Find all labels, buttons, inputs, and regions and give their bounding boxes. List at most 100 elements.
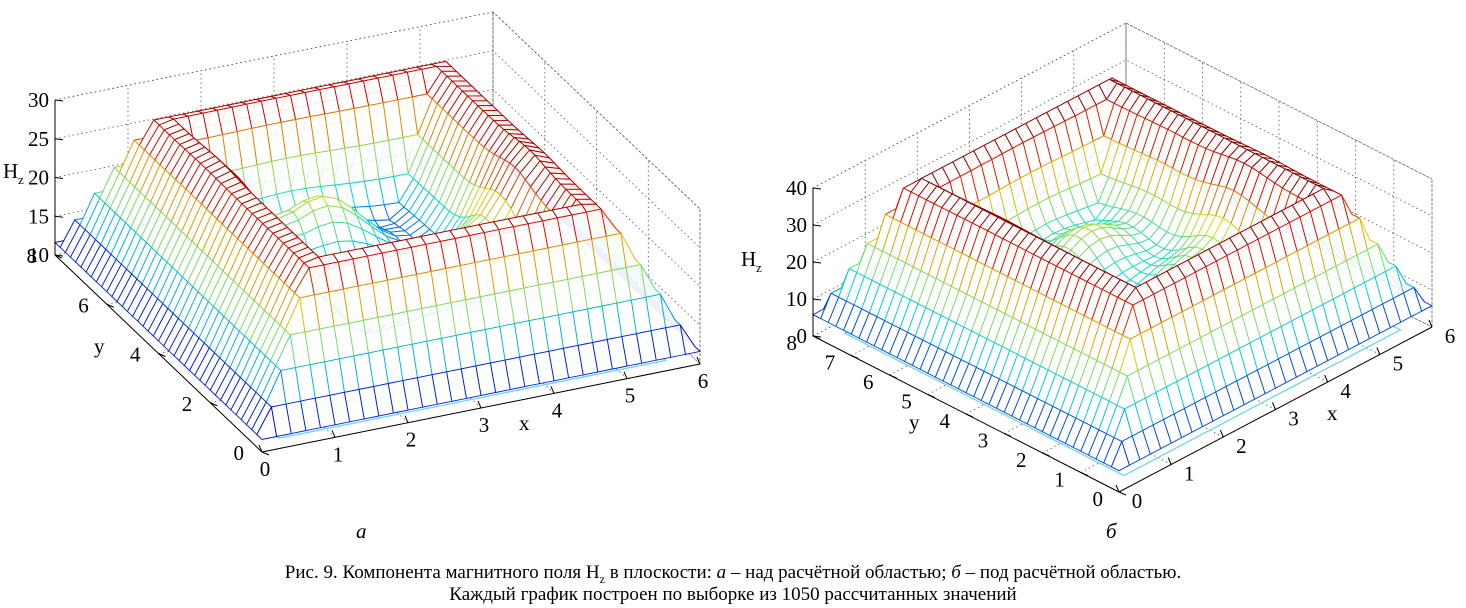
figure-caption-line1: Рис. 9. Компонента магнитного поля Hz в … <box>0 562 1466 590</box>
plot-b-y-tick-label: 0 <box>1093 487 1104 511</box>
plot-a-x-tick-label: 1 <box>333 442 344 466</box>
plot-b-x-tick <box>1115 484 1120 493</box>
plot-b-z-tick-label: 40 <box>786 176 807 200</box>
plot-a-z-tick <box>54 177 64 179</box>
plot-b-x-tick <box>1219 429 1224 438</box>
plot-a-y-tick-label: 8 <box>27 244 38 268</box>
plot-a-x-tick <box>477 400 482 409</box>
plot-a-z-tick-label: 30 <box>28 88 49 112</box>
plot-b-y-tick-label: 2 <box>1016 448 1027 472</box>
plot-b-z-axis-label: H <box>741 247 756 271</box>
plot-b-y-tick <box>965 413 974 418</box>
plot-b-y-tick-label: 5 <box>901 390 912 414</box>
plot-b-z-tick-label: 30 <box>786 213 807 237</box>
panel-label-b: б <box>1106 519 1117 543</box>
plot-b-z-tick <box>812 261 822 264</box>
plot-a-x-tick-label: 2 <box>406 428 417 452</box>
plot-b-z-axis-label-sub: z <box>756 260 762 275</box>
plot-b-y-tick <box>889 374 897 379</box>
plot-b-x-tick-label: 5 <box>1393 352 1404 376</box>
plot-a-z-axis-label: H <box>3 159 18 183</box>
plot-b-y-tick <box>1080 472 1088 476</box>
plot-a-y-tick-label: 0 <box>234 441 245 465</box>
caption-text-a: – над расчётной областью; <box>726 562 952 583</box>
caption-mid: в плоскости: <box>604 562 717 583</box>
plot-b-x-tick <box>1167 457 1172 465</box>
plot-a-y-tick-label: 2 <box>182 392 193 416</box>
plot-b-y-tick <box>1004 433 1012 437</box>
plot-b-y-tick-label: 3 <box>978 429 989 453</box>
plot-a-z-tick-label: 15 <box>28 204 49 228</box>
plot-b-y-tick-label: 7 <box>825 351 836 375</box>
plot-b-z-tick-label: 10 <box>786 287 807 311</box>
plot-b-y-tick <box>812 335 821 340</box>
plot-b-x-axis-label: x <box>1327 401 1338 425</box>
plot-a-y-tick <box>261 451 270 456</box>
plot-a-y-tick-label: 4 <box>130 343 141 367</box>
plot-a-z-tick <box>54 215 64 218</box>
plot-a-y-tick-label: 6 <box>78 293 89 317</box>
plot-b-x-tick <box>1324 374 1329 383</box>
plot-b-z-tick-label: 20 <box>786 250 807 274</box>
plot-a-x-tick <box>404 415 409 423</box>
plot-b-y-axis-label: y <box>909 410 920 434</box>
plot-a-z-tick-label: 10 <box>28 243 49 267</box>
plot-b-y-tick-label: 6 <box>863 370 874 394</box>
plot-b-x-tick-label: 1 <box>1184 462 1195 486</box>
plot-a-z-tick-label: 25 <box>28 127 49 151</box>
plot-b-zgrid-line <box>812 59 1433 226</box>
plot-b-z-tick <box>812 224 822 227</box>
plot-a-y-tick <box>158 353 166 357</box>
plot-a-z-tick-label: 20 <box>28 166 49 190</box>
plot-b-mesh-cell <box>1110 440 1130 472</box>
caption-label-a: а <box>716 562 727 583</box>
plot-b-y-tick-label: 1 <box>1054 468 1065 492</box>
plot-b-y-tick <box>1042 452 1050 457</box>
plot-a-mesh-cell <box>256 405 278 440</box>
plot-a-x-tick-label: 0 <box>260 457 271 481</box>
plot-b-y-tick <box>851 355 859 359</box>
caption-text-b: – под расчётной областью. <box>960 562 1182 583</box>
plot-a-z-tick <box>54 99 64 102</box>
plot-a-z-tick <box>54 138 64 141</box>
plot-b-x-tick <box>1376 347 1381 355</box>
plot-a-z-axis-label-sub: z <box>18 172 24 187</box>
plot-a-x-tick-label: 4 <box>552 398 563 422</box>
plot-b-x-tick-label: 6 <box>1445 324 1456 348</box>
panel-label-a: а <box>356 519 367 543</box>
plot-b-box-edge <box>1125 22 1433 180</box>
plot-b-x-tick-label: 4 <box>1340 379 1351 403</box>
plot-a-y-tick <box>106 303 114 308</box>
surface-plot-a-canvas: 10 15 20 25 30 0 1 2 3 4 5 6 0 2 4 6 8 x y H z <box>3 11 709 481</box>
plot-a-x-tick-label: 3 <box>479 413 490 437</box>
plot-b-x-tick-label: 0 <box>1132 489 1143 513</box>
figure-caption-line2: Каждый график построен по выборке из 105… <box>449 584 1017 605</box>
plot-a-x-tick <box>696 356 701 365</box>
plot-b-x-tick <box>1428 319 1433 328</box>
plot-b-y-tick-label: 4 <box>940 409 951 433</box>
plot-a-x-axis-label: x <box>519 411 530 435</box>
caption-subscript: z <box>599 571 605 586</box>
plot-b-z-tick <box>812 298 822 301</box>
plot-b-y-tick <box>927 394 935 398</box>
plot-b-y-tick <box>1118 491 1127 496</box>
plot-a-x-tick-label: 6 <box>698 369 709 393</box>
plot-a-x-tick <box>623 371 628 379</box>
plot-b-x-tick-label: 3 <box>1288 407 1299 431</box>
caption-prefix: Рис. 9. Компонента магнитного поля H <box>284 562 600 583</box>
plot-b-x-tick <box>1272 402 1276 410</box>
plot-a-y-tick <box>210 402 218 407</box>
plot-a-x-tick <box>550 386 555 394</box>
caption-label-b: б <box>951 562 961 583</box>
plot-b-z-tick-label: 0 <box>797 324 808 348</box>
plot-b-y-tick-label: 8 <box>787 331 798 355</box>
plot-b-box-edge <box>812 22 1127 189</box>
plot-b-x-tick-label: 2 <box>1236 434 1247 458</box>
plot-b-z-tick <box>812 187 822 190</box>
plot-a-x-tick-label: 5 <box>625 384 636 408</box>
plot-a-y-tick <box>54 254 63 259</box>
plot-a-x-tick <box>331 430 336 438</box>
surface-plot-b-canvas: 0 10 20 30 40 0 1 2 3 4 5 6 0 1 2 3 4 5 6 7 8 x y H z <box>741 22 1456 513</box>
